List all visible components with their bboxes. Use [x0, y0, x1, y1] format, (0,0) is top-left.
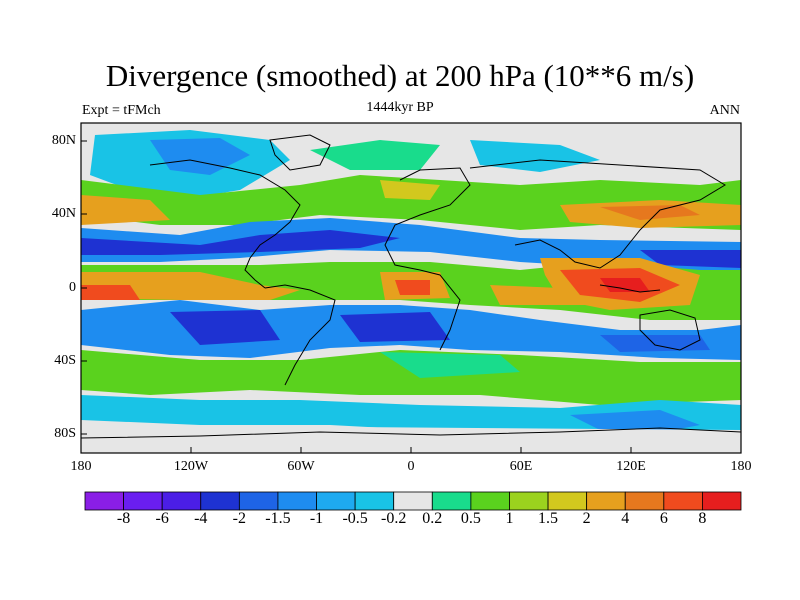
colorbar-tick-label: 1.5	[538, 510, 559, 527]
field-region	[600, 335, 710, 352]
colorbar-tick-label: 0.2	[422, 510, 443, 527]
x-tick-label: 0	[407, 459, 415, 474]
x-tick-label: 120W	[173, 459, 209, 474]
colorbar-swatch	[431, 491, 472, 511]
field-region	[395, 280, 430, 295]
colorbar-swatch	[161, 491, 202, 511]
coastline	[639, 309, 701, 351]
colorbar-swatch	[123, 491, 163, 511]
x-tick-label: 120E	[616, 459, 646, 474]
field-region	[81, 195, 170, 225]
field-region	[380, 352, 520, 378]
colorbar-swatch	[200, 491, 240, 511]
field-region	[170, 310, 280, 345]
colorbar-swatch	[354, 491, 395, 511]
colorbar-swatch	[586, 491, 626, 511]
colorbar-tick-label: -8	[116, 510, 131, 527]
y-tick-label: 40N	[51, 206, 76, 221]
colorbar-tick-label: -1	[309, 510, 324, 527]
colorbar-swatch	[470, 491, 510, 511]
plot-title: Divergence (smoothed) at 200 hPa (10**6 …	[105, 58, 695, 93]
y-tick-label: 40S	[54, 353, 76, 368]
colorbar-tick-label: 6	[659, 510, 668, 527]
colorbar-tick-label: 1	[505, 510, 514, 527]
x-tick-label: 180	[70, 459, 92, 474]
field-region	[600, 205, 700, 220]
field-region	[81, 350, 741, 405]
colorbar-swatch	[702, 491, 742, 511]
colorbar	[84, 491, 742, 511]
field-region	[380, 180, 440, 200]
field-region	[640, 250, 741, 268]
coastline	[149, 159, 301, 289]
colorbar-swatch	[277, 491, 317, 511]
colorbar-swatch	[509, 491, 549, 511]
coastline	[469, 159, 726, 269]
colorbar-swatch	[624, 491, 665, 511]
y-tick-label: 80S	[54, 426, 76, 441]
coastline	[599, 284, 661, 293]
coastline	[384, 167, 471, 351]
colorbar-tick-label: 0.5	[460, 510, 481, 527]
colorbar-swatch	[663, 491, 703, 511]
colorbar-tick-label: -0.2	[381, 510, 407, 527]
divergence-field	[81, 123, 741, 453]
colorbar-tick-label: 4	[621, 510, 630, 527]
field-region	[81, 425, 741, 453]
axis-ticks	[80, 140, 742, 453]
season-label: ANN	[709, 103, 740, 118]
colorbar-tick-label: -4	[194, 510, 208, 527]
colorbar-swatch	[316, 491, 356, 511]
colorbar-tick-label: -0.5	[342, 510, 368, 527]
y-tick-label: 0	[69, 280, 76, 295]
coastline	[81, 427, 741, 439]
field-region	[81, 285, 140, 300]
colorbar-swatch	[547, 491, 588, 511]
experiment-label: Expt = tFMch	[82, 103, 161, 118]
x-tick-label: 180	[730, 459, 752, 474]
y-tick-label: 80N	[51, 133, 76, 148]
colorbar-tick-label: -1.5	[265, 510, 291, 527]
colorbar-tick-label: -6	[155, 510, 169, 527]
coastline	[269, 134, 331, 171]
colorbar-tick-label: -2	[232, 510, 246, 527]
field-region	[600, 278, 650, 292]
coastlines	[81, 134, 741, 439]
colorbar-swatch	[84, 491, 124, 511]
field-region	[81, 272, 300, 300]
coastline	[264, 284, 336, 386]
colorbar-swatch	[393, 491, 433, 511]
x-tick-label: 60W	[287, 459, 315, 474]
field-region	[150, 138, 250, 175]
colorbar-tick-label: 8	[698, 510, 707, 527]
x-tick-label: 60E	[509, 459, 533, 474]
field-region	[81, 230, 400, 255]
time-label: 1444kyr BP	[366, 100, 434, 115]
field-region	[340, 312, 450, 342]
colorbar-tick-label: 2	[582, 510, 591, 527]
field-region	[310, 140, 440, 170]
field-region	[570, 410, 700, 440]
colorbar-swatch	[238, 491, 279, 511]
